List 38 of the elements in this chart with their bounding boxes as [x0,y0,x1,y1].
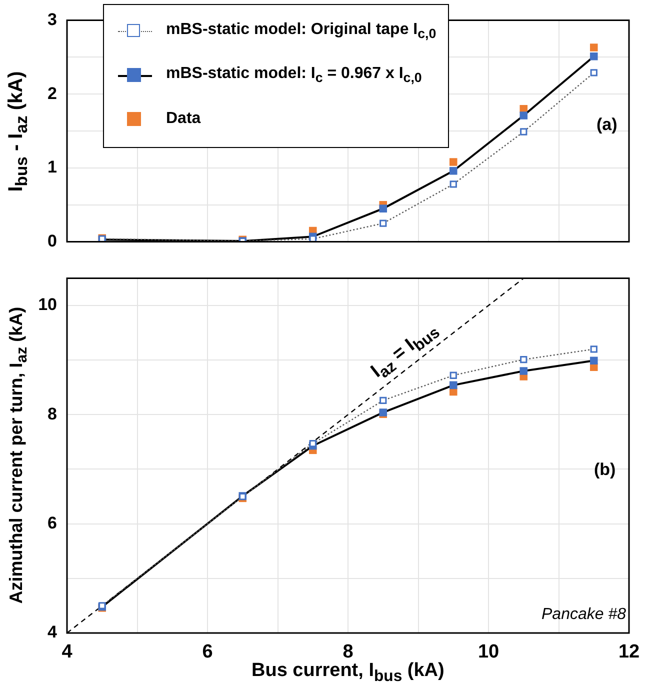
x-axis-title: Bus current, I$_{bus}$ (kA) [252,660,444,686]
point [450,180,457,188]
point [520,128,528,136]
point [590,52,598,60]
y-tick-label: 3 [48,10,57,29]
point [520,356,528,364]
legend-label: mBS-static model: Original tape I$_{c,0}$ [166,20,436,42]
y-tick-label: 6 [48,514,57,533]
legend-label: mBS-static model: I$_{c}$ = 0.967 x I$_{c,0}$ [166,64,422,86]
point [380,396,387,404]
y-tick-label: 1 [48,158,57,177]
x-tick-label: 12 [618,642,640,663]
point [590,69,598,76]
point [590,346,598,353]
point [450,372,457,379]
x-tick-label: 4 [62,642,73,663]
point [309,440,316,448]
point [379,204,388,212]
point [380,220,387,227]
legend-label: Data [166,110,201,128]
point [449,167,458,175]
x-tick-label: 8 [342,642,354,663]
annotation: Pancake #8 [542,606,626,624]
point [520,112,528,120]
y-tick-label: 4 [48,622,58,642]
point [590,356,598,365]
point [449,381,458,390]
annotation: (a) [596,115,618,135]
y-tick-label: 8 [48,404,57,424]
annotation: (b) [594,460,616,480]
y-tick-label: 10 [38,295,57,314]
point [449,158,458,166]
point [520,367,528,375]
point [590,44,598,52]
x-tick-label: 6 [202,642,213,663]
y-tick-label: 0 [48,231,57,250]
x-tick-label: 10 [478,642,500,663]
y-tick-label: 2 [48,84,57,103]
